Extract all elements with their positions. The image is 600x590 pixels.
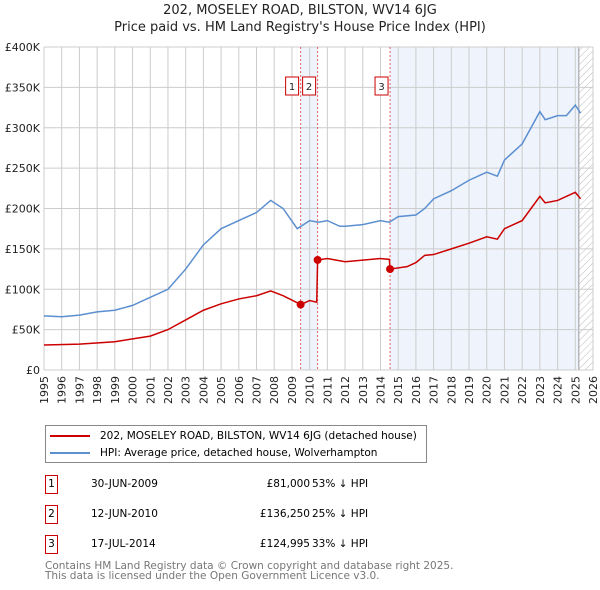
x-tick-label: 2022: [516, 376, 529, 404]
sale-date: 12-JUN-2010: [91, 508, 158, 520]
sale-label-3: 3: [374, 76, 389, 96]
sale-point: [296, 300, 305, 309]
x-tick-label: 2007: [251, 376, 264, 404]
x-tick-label: 2012: [339, 376, 352, 404]
footer-line: This data is licensed under the Open Gov…: [45, 570, 380, 582]
legend-item-hpi: HPI: Average price, detached house, Wolv…: [50, 445, 377, 461]
y-tick-label: £350K: [5, 81, 41, 94]
sale-label-2: 2: [302, 76, 317, 96]
x-tick-label: 2016: [410, 376, 423, 404]
sale-date: 30-JUN-2009: [91, 478, 158, 490]
y-tick-label: £300K: [5, 122, 41, 135]
legend-label: HPI: Average price, detached house, Wolv…: [100, 447, 378, 459]
sale-price: £124,995: [259, 538, 310, 550]
x-tick-label: 2025: [569, 376, 582, 404]
x-tick-label: 2026: [587, 376, 600, 404]
legend-label: 202, MOSELEY ROAD, BILSTON, WV14 6JG (de…: [100, 430, 417, 442]
y-tick-label: £200K: [5, 203, 41, 216]
sale-price: £136,250: [259, 508, 310, 520]
sale-row: 2 12-JUN-2010 £136,250 25% ↓ HPI: [45, 505, 465, 525]
x-tick-label: 1999: [109, 376, 122, 404]
x-tick-label: 2000: [127, 376, 140, 404]
y-tick-label: £0: [26, 364, 40, 377]
x-tick-label: 2018: [445, 376, 458, 404]
x-tick-label: 2015: [392, 376, 405, 404]
sale-hpi-diff: 25% ↓ HPI: [312, 508, 369, 520]
sale-label-text: 1: [289, 82, 295, 93]
sale-label-1: 1: [285, 76, 300, 96]
x-tick-label: 2004: [197, 376, 210, 404]
sale-badge: 2: [45, 505, 58, 524]
x-tick-label: 1998: [91, 376, 104, 404]
sale-price: £81,000: [266, 478, 310, 490]
x-tick-label: 2013: [357, 376, 370, 404]
x-tick-label: 2002: [162, 376, 175, 404]
legend-swatch: [50, 435, 90, 437]
x-tick-label: 2024: [552, 376, 565, 404]
x-tick-label: 2003: [180, 376, 193, 404]
legend-item-property: 202, MOSELEY ROAD, BILSTON, WV14 6JG (de…: [50, 428, 417, 444]
x-tick-label: 2001: [144, 376, 157, 404]
sale-label-text: 2: [306, 82, 312, 93]
x-tick-label: 2017: [428, 376, 441, 404]
x-tick-label: 2019: [463, 376, 476, 404]
x-tick-label: 2023: [534, 376, 547, 404]
x-tick-label: 2021: [498, 376, 511, 404]
sale-badge: 1: [45, 475, 58, 494]
x-tick-label: 1996: [56, 376, 69, 404]
series-line: [43, 191, 582, 346]
legend-swatch: [50, 452, 90, 454]
x-tick-label: 2020: [481, 376, 494, 404]
sale-row: 3 17-JUL-2014 £124,995 33% ↓ HPI: [45, 535, 465, 555]
x-tick-label: 2011: [321, 376, 334, 404]
x-tick-label: 2005: [215, 376, 228, 404]
sale-hpi-diff: 33% ↓ HPI: [312, 538, 369, 550]
series-line: [43, 103, 582, 318]
chart-subtitle: Price paid vs. HM Land Registry's House …: [114, 20, 486, 35]
y-tick-label: £150K: [5, 243, 41, 256]
x-tick-label: 2006: [233, 376, 246, 404]
x-tick-label: 2014: [374, 376, 387, 404]
x-tick-label: 2010: [304, 376, 317, 404]
x-tick-label: 2009: [286, 376, 299, 404]
sale-point: [386, 265, 395, 274]
footer-line: Contains HM Land Registry data © Crown c…: [45, 560, 454, 572]
sale-label-text: 3: [378, 82, 384, 93]
sale-label-box: [374, 76, 389, 96]
sale-point: [313, 255, 322, 264]
sale-badge: 3: [45, 535, 58, 554]
sale-hpi-diff: 53% ↓ HPI: [312, 478, 369, 490]
y-tick-label: £250K: [5, 162, 41, 175]
x-tick-label: 2008: [268, 376, 281, 404]
y-tick-label: £50K: [12, 324, 41, 337]
legend: 202, MOSELEY ROAD, BILSTON, WV14 6JG (de…: [45, 425, 427, 463]
plot-area: 1995 1996 1997 1998 1999 2000 2001 2002 2003 2004…: [5, 41, 600, 404]
sale-label-box: [302, 76, 317, 96]
chart-title: 202, MOSELEY ROAD, BILSTON, WV14 6JG: [163, 3, 437, 18]
sale-label-box: [285, 76, 300, 96]
x-tick-label: 1995: [38, 376, 51, 404]
sale-row: 1 30-JUN-2009 £81,000 53% ↓ HPI: [45, 475, 465, 495]
footer: Contains HM Land Registry data © Crown c…: [45, 560, 454, 582]
y-tick-label: £400K: [5, 41, 41, 54]
sale-date: 17-JUL-2014: [91, 538, 156, 550]
y-tick-label: £100K: [5, 283, 41, 296]
x-tick-label: 1997: [73, 376, 86, 404]
